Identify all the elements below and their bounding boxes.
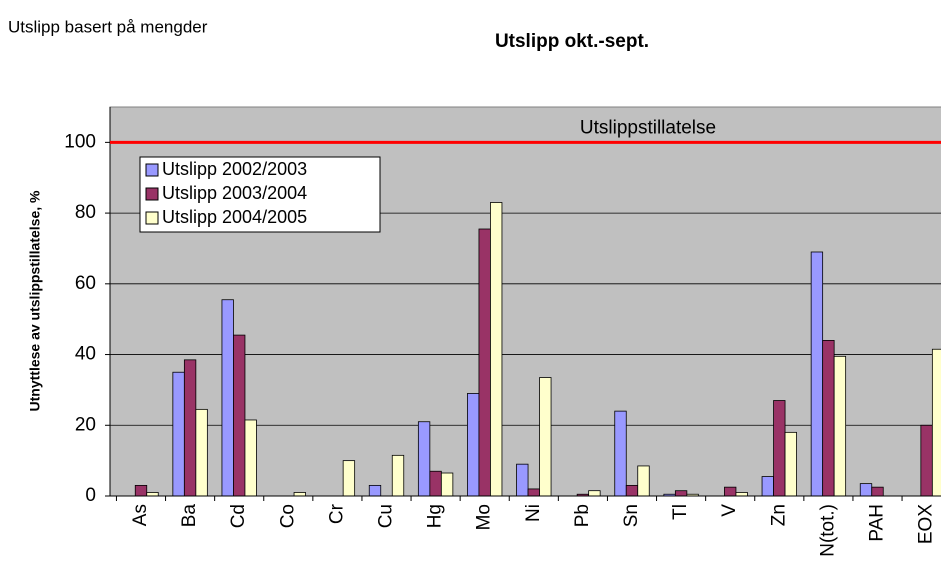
bar [822, 339, 835, 497]
bar [467, 393, 480, 497]
bar [859, 483, 873, 497]
x-tick-label: Cu [376, 504, 397, 528]
bar [833, 355, 847, 497]
bar [637, 465, 650, 497]
bar [429, 470, 442, 497]
bar [516, 463, 529, 497]
x-tick-label: Mo [474, 504, 495, 530]
y-tick-label: 60 [75, 273, 96, 294]
bar [625, 484, 639, 497]
page-note: Utslipp basert på mengder [8, 17, 208, 36]
x-tick-label: Cd [228, 504, 249, 528]
x-tick-label: EOX [916, 504, 937, 544]
bar [172, 371, 185, 497]
bar [440, 472, 454, 497]
bar [293, 492, 306, 497]
bar [871, 486, 884, 497]
bar [490, 202, 503, 497]
legend-swatch [145, 163, 159, 177]
bar [183, 359, 197, 497]
legend-box [139, 156, 381, 233]
bar [391, 454, 405, 497]
x-tick-label: Sn [621, 504, 642, 527]
bar [539, 377, 552, 497]
x-tick-label: PAH [867, 504, 888, 542]
bar [417, 421, 431, 497]
bar [368, 484, 382, 497]
x-tick-label: N(tot.) [817, 504, 838, 557]
bar [773, 400, 786, 497]
bar [221, 299, 234, 497]
legend-label: Utslipp 2004/2005 [162, 207, 307, 227]
x-tick-label: Tl [670, 504, 691, 520]
bar [588, 490, 601, 497]
bar [931, 348, 941, 497]
bar [735, 492, 748, 497]
x-tick-label: As [130, 504, 151, 526]
bar [527, 488, 540, 497]
x-tick-label: Ni [523, 504, 544, 522]
bar [810, 251, 824, 497]
bar [761, 476, 774, 497]
x-tick-label: Hg [425, 504, 446, 528]
bar [244, 419, 257, 497]
y-tick-label: 100 [64, 131, 96, 152]
bar [134, 484, 148, 497]
x-tick-label: Pb [572, 504, 593, 527]
chart-title: Utslipp okt.-sept. [495, 31, 649, 52]
y-tick-label: 80 [75, 202, 96, 223]
legend-swatch [145, 187, 159, 201]
bar [195, 408, 208, 497]
legend-label: Utslipp 2003/2004 [162, 183, 307, 203]
bar [342, 460, 356, 497]
bar [674, 490, 688, 497]
bar [146, 492, 159, 497]
bar [478, 228, 491, 497]
y-tick-label: 20 [75, 414, 96, 435]
bar [233, 334, 246, 497]
x-tick-label: V [719, 504, 740, 517]
bar [784, 431, 797, 497]
bar [920, 424, 933, 497]
bar [614, 410, 627, 497]
x-tick-label: Ba [179, 504, 200, 528]
x-tick-label: Zn [768, 504, 789, 526]
x-tick-label: Co [277, 504, 298, 528]
reference-label: Utslippstillatelse [580, 117, 716, 138]
y-axis-label: Utnyttlese av utslippstillatelse, % [27, 190, 43, 412]
y-tick-label: 0 [85, 485, 96, 506]
y-tick-label: 40 [75, 344, 96, 365]
legend-swatch [145, 211, 159, 225]
legend-label: Utslipp 2002/2003 [162, 159, 307, 179]
bar [724, 486, 737, 497]
x-tick-label: Cr [326, 503, 347, 524]
